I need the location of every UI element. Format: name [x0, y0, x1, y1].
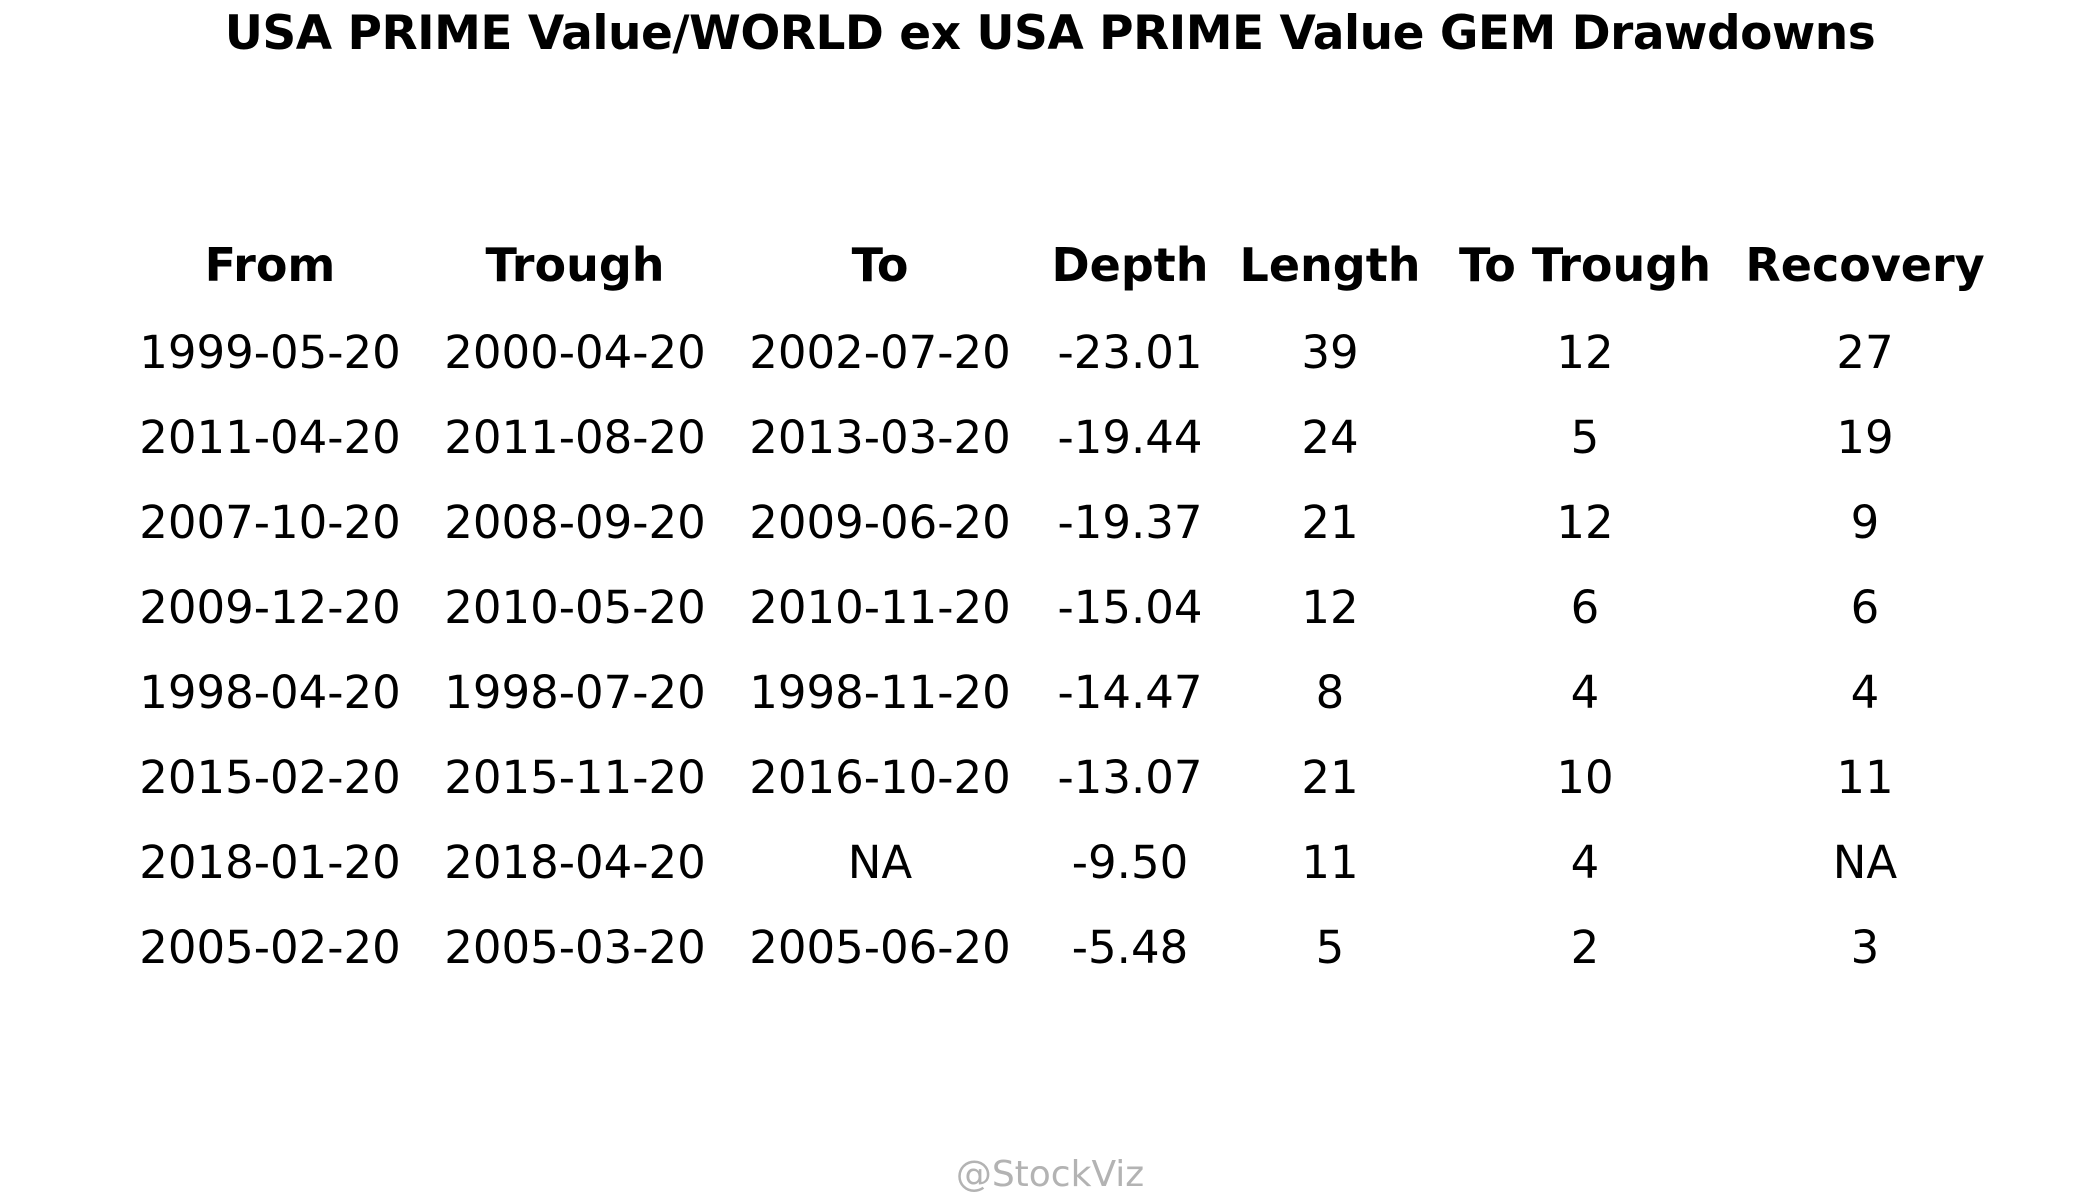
table-cell-length: 21	[1301, 751, 1359, 804]
table-cell-depth: -19.37	[1057, 496, 1203, 549]
table-cell-to-trough: 4	[1570, 836, 1600, 889]
table-cell-from: 2015-02-20	[139, 751, 401, 804]
table-cell-recovery: 19	[1836, 411, 1894, 464]
column-header-trough: Trough	[485, 238, 665, 292]
table-cell-to: 2005-06-20	[749, 921, 1011, 974]
column-header-to-trough: To Trough	[1459, 238, 1711, 292]
table-cell-trough: 2008-09-20	[444, 496, 706, 549]
table-cell-depth: -15.04	[1057, 581, 1203, 634]
table-cell-recovery: NA	[1832, 836, 1898, 889]
table-cell-trough: 2011-08-20	[444, 411, 706, 464]
table-cell-length: 39	[1301, 326, 1359, 379]
table-cell-length: 11	[1301, 836, 1359, 889]
table-cell-depth: -14.47	[1057, 666, 1203, 719]
table-cell-from: 1998-04-20	[139, 666, 401, 719]
table-cell-to: 2016-10-20	[749, 751, 1011, 804]
table-cell-depth: -19.44	[1057, 411, 1203, 464]
table-cell-to-trough: 5	[1570, 411, 1600, 464]
table-cell-recovery: 4	[1850, 666, 1880, 719]
table-cell-to: 1998-11-20	[749, 666, 1011, 719]
column-header-to: To	[851, 238, 909, 292]
table-cell-recovery: 6	[1850, 581, 1880, 634]
table-cell-to-trough: 10	[1556, 751, 1614, 804]
table-cell-length: 21	[1301, 496, 1359, 549]
table-cell-from: 2009-12-20	[139, 581, 401, 634]
table-cell-to: 2009-06-20	[749, 496, 1011, 549]
table-cell-trough: 2005-03-20	[444, 921, 706, 974]
column-header-length: Length	[1239, 238, 1421, 292]
table-cell-from: 2007-10-20	[139, 496, 401, 549]
table-cell-depth: -13.07	[1057, 751, 1203, 804]
table-cell-trough: 1998-07-20	[444, 666, 706, 719]
table-cell-to: 2002-07-20	[749, 326, 1011, 379]
table-cell-depth: -23.01	[1057, 326, 1203, 379]
table-cell-from: 2011-04-20	[139, 411, 401, 464]
table-cell-to-trough: 12	[1556, 326, 1614, 379]
table-cell-to: NA	[847, 836, 913, 889]
column-header-recovery: Recovery	[1745, 238, 1985, 292]
table-cell-length: 5	[1315, 921, 1345, 974]
watermark: @StockViz	[955, 1154, 1145, 1195]
chart-title: USA PRIME Value/WORLD ex USA PRIME Value…	[224, 6, 1876, 61]
table-cell-trough: 2018-04-20	[444, 836, 706, 889]
table-cell-to-trough: 12	[1556, 496, 1614, 549]
table-cell-from: 2005-02-20	[139, 921, 401, 974]
table-cell-from: 1999-05-20	[139, 326, 401, 379]
table-cell-depth: -9.50	[1071, 836, 1189, 889]
table-cell-trough: 2010-05-20	[444, 581, 706, 634]
table-cell-to-trough: 6	[1570, 581, 1600, 634]
table-cell-to-trough: 2	[1570, 921, 1600, 974]
table-cell-to-trough: 4	[1570, 666, 1600, 719]
table-cell-length: 8	[1315, 666, 1345, 719]
table-cell-depth: -5.48	[1071, 921, 1189, 974]
column-header-from: From	[204, 238, 336, 292]
table-cell-recovery: 3	[1850, 921, 1880, 974]
table-cell-length: 12	[1301, 581, 1359, 634]
table-cell-recovery: 27	[1836, 326, 1894, 379]
table-cell-from: 2018-01-20	[139, 836, 401, 889]
table-cell-length: 24	[1301, 411, 1359, 464]
table-cell-recovery: 9	[1850, 496, 1880, 549]
table-cell-trough: 2000-04-20	[444, 326, 706, 379]
column-header-depth: Depth	[1051, 238, 1209, 292]
table-cell-recovery: 11	[1836, 751, 1894, 804]
table-cell-to: 2013-03-20	[749, 411, 1011, 464]
table-cell-to: 2010-11-20	[749, 581, 1011, 634]
table-cell-trough: 2015-11-20	[444, 751, 706, 804]
